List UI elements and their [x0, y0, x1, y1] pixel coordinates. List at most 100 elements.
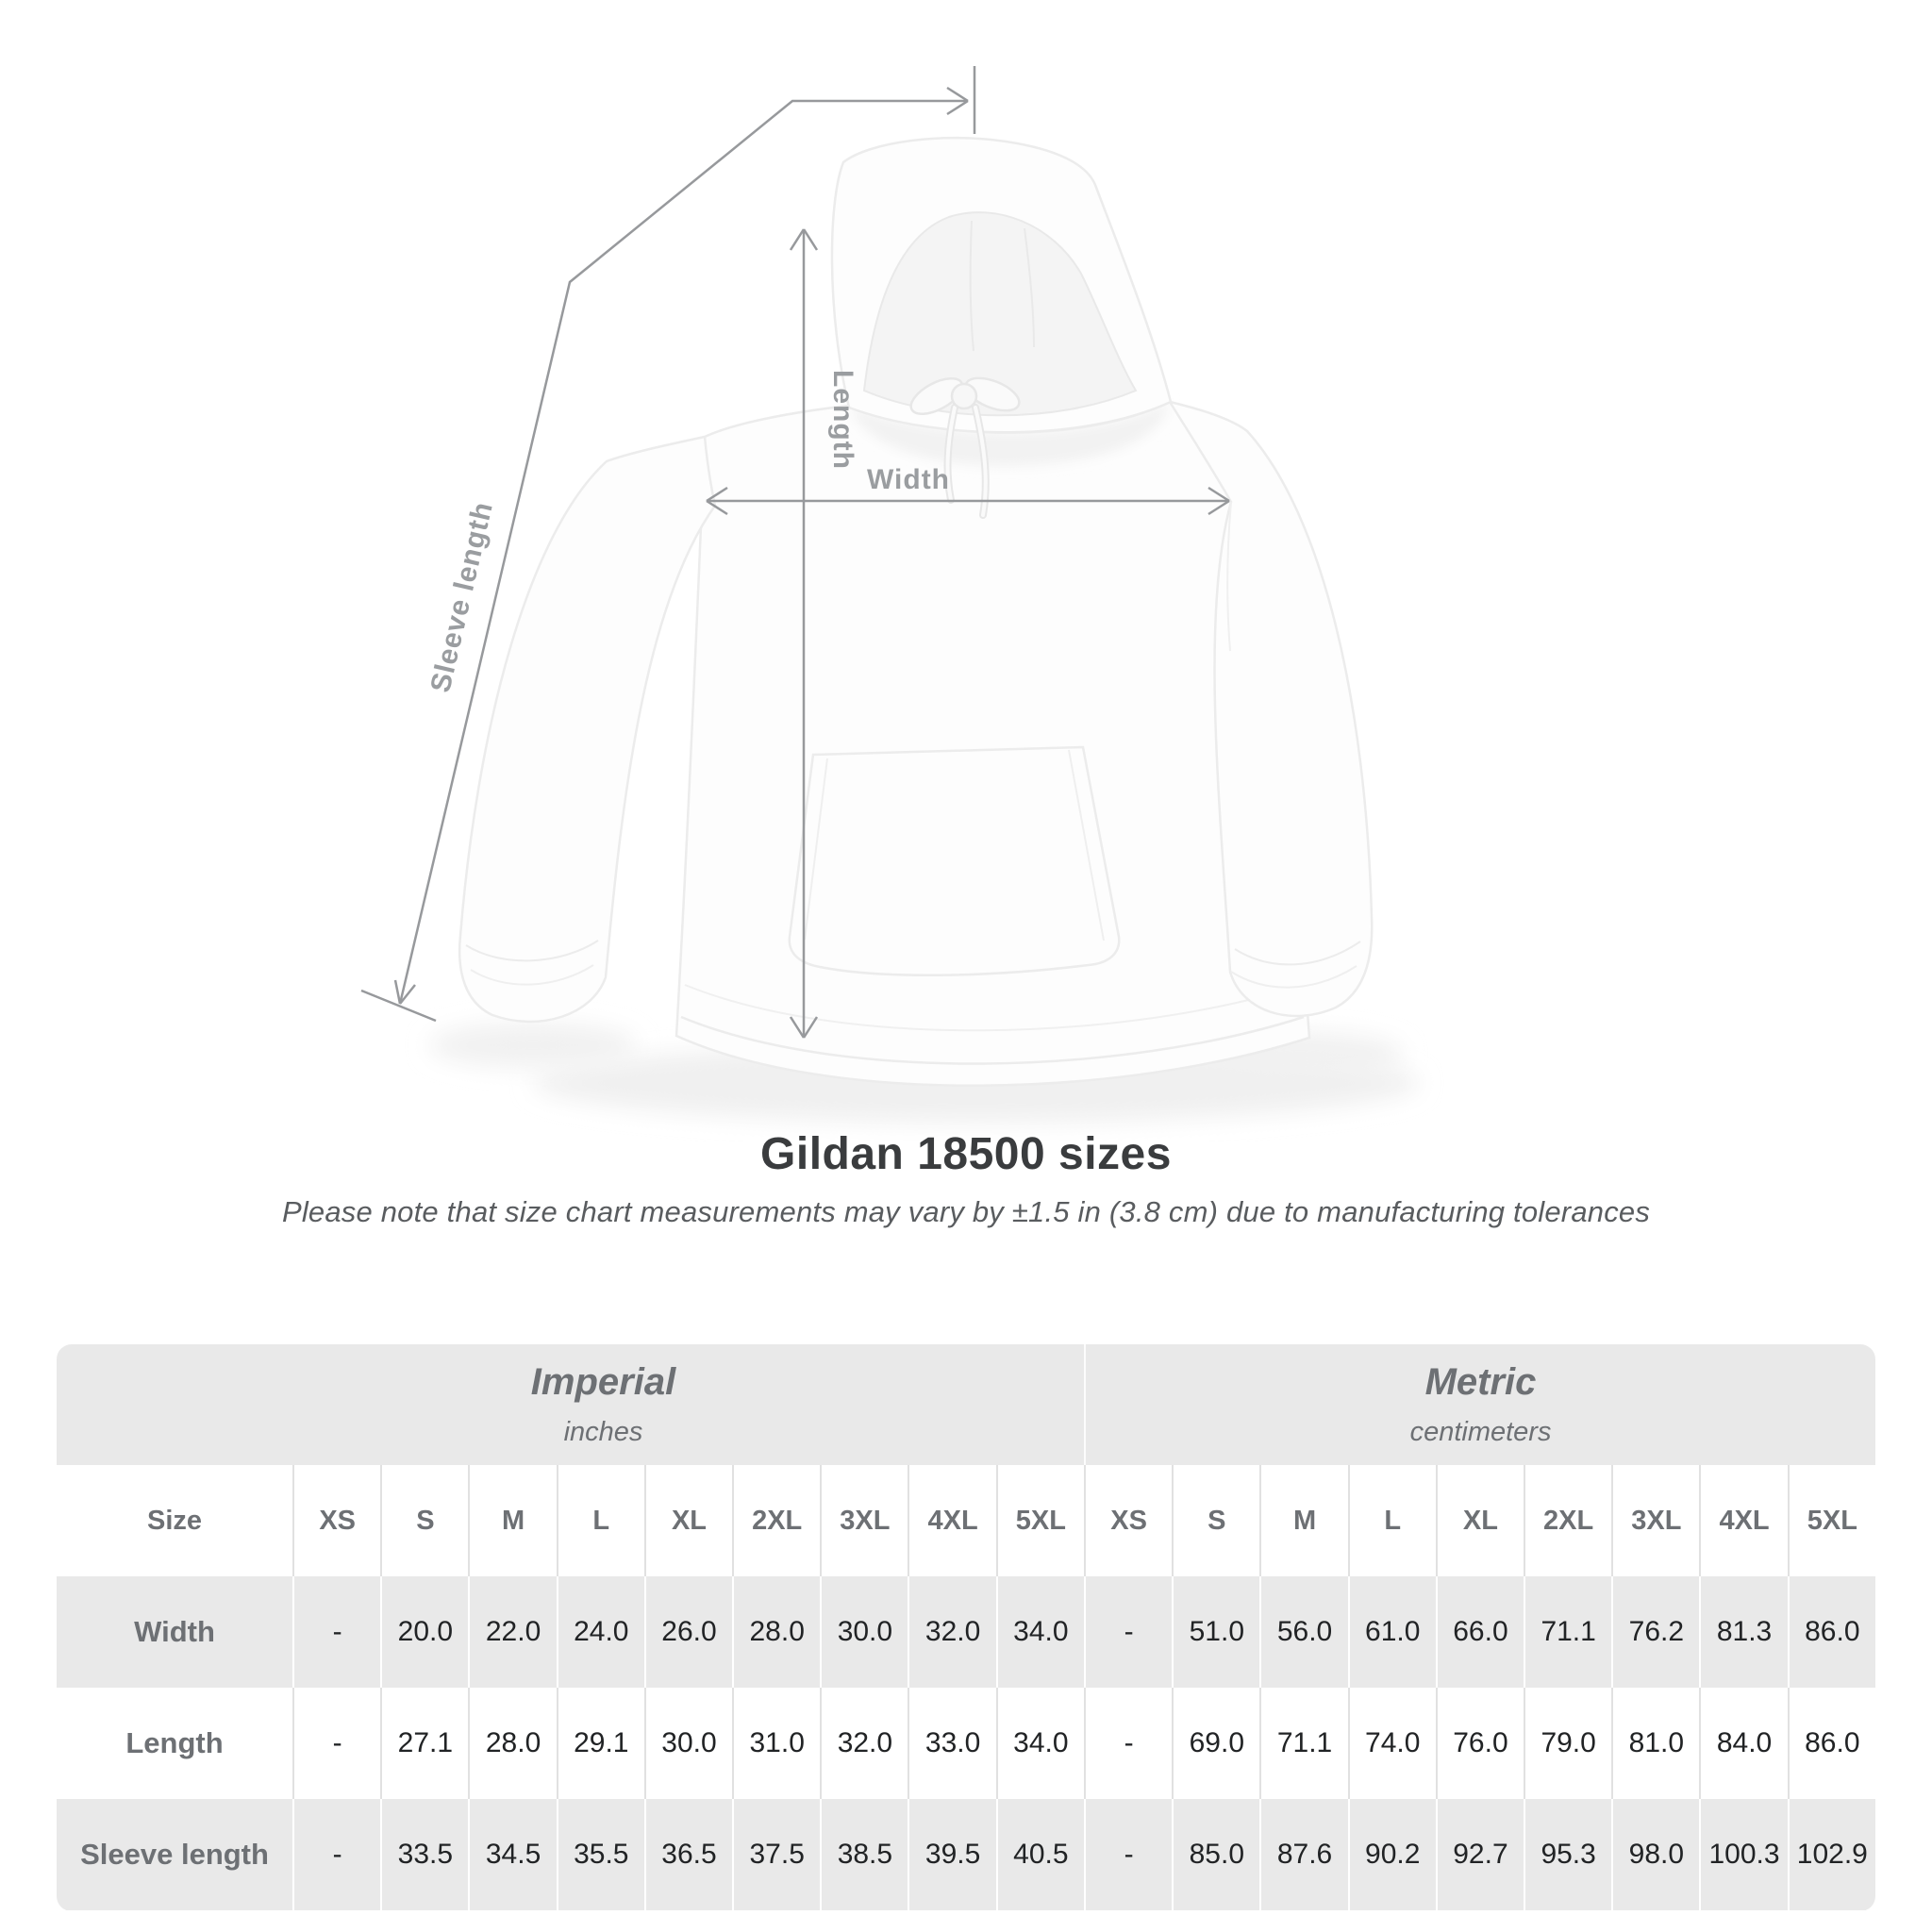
width-line	[706, 486, 1230, 516]
length-metric-s: 69.0	[1172, 1688, 1260, 1799]
col-header-imperial-m: M	[468, 1465, 557, 1576]
length-imperial-xl: 30.0	[643, 1688, 733, 1799]
length-imperial-4xl: 33.0	[908, 1688, 996, 1799]
imperial-section-header: Imperial inches	[57, 1344, 1085, 1465]
width-metric-m: 56.0	[1259, 1576, 1348, 1688]
width-imperial-s: 20.0	[380, 1576, 469, 1688]
length-imperial-5xl: 34.0	[995, 1688, 1085, 1799]
metric-section-header: Metric centimeters	[1084, 1344, 1875, 1465]
size-table: Imperial inches Metric centimeters Size …	[57, 1344, 1875, 1911]
measurement-annotations	[360, 66, 1230, 1039]
width-metric-5xl: 86.0	[1787, 1576, 1875, 1688]
sleeve-metric-5xl: 102.9	[1787, 1799, 1875, 1910]
col-header-metric-2xl: 2XL	[1524, 1465, 1612, 1576]
metric-unit: centimeters	[1409, 1417, 1552, 1447]
length-metric-2xl: 79.0	[1524, 1688, 1612, 1799]
col-header-metric-m: M	[1259, 1465, 1348, 1576]
sleeve-metric-m: 87.6	[1259, 1799, 1348, 1910]
sleeve-imperial-5xl: 40.5	[995, 1799, 1085, 1910]
width-imperial-2xl: 28.0	[732, 1576, 821, 1688]
col-header-metric-4xl: 4XL	[1699, 1465, 1788, 1576]
col-header-metric-l: L	[1347, 1465, 1436, 1576]
width-imperial-l: 24.0	[556, 1576, 644, 1688]
col-header-imperial-2xl: 2XL	[732, 1465, 821, 1576]
sleeve-imperial-2xl: 37.5	[732, 1799, 821, 1910]
sleeve-imperial-l: 35.5	[556, 1799, 644, 1910]
hoodie-product-figure: Sleeve length Length Width	[360, 66, 1420, 1123]
width-imperial-4xl: 32.0	[908, 1576, 996, 1688]
col-header-imperial-xs: XS	[292, 1465, 381, 1576]
hoodie-image	[429, 136, 1420, 1123]
col-header-imperial-l: L	[556, 1465, 644, 1576]
length-label: Length	[827, 370, 858, 470]
drawstring	[909, 376, 1021, 519]
imperial-unit: inches	[563, 1417, 643, 1447]
metric-title: Metric	[1424, 1361, 1537, 1403]
page-title: Gildan 18500 sizes	[760, 1129, 1172, 1179]
width-imperial-xs: -	[292, 1576, 381, 1688]
row-label-width: Width	[57, 1576, 293, 1688]
width-imperial-m: 22.0	[468, 1576, 557, 1688]
col-header-metric-s: S	[1172, 1465, 1260, 1576]
width-label: Width	[867, 464, 950, 495]
col-header-metric-xl: XL	[1435, 1465, 1524, 1576]
col-header-metric-3xl: 3XL	[1611, 1465, 1700, 1576]
table-row-width: Width - 20.0 22.0 24.0 26.0 28.0 30.0 32…	[57, 1576, 1875, 1688]
length-imperial-l: 29.1	[556, 1688, 644, 1799]
row-label-sleeve-length: Sleeve length	[57, 1799, 293, 1910]
imperial-title: Imperial	[530, 1361, 676, 1403]
sleeve-imperial-3xl: 38.5	[820, 1799, 908, 1910]
sleeve-metric-3xl: 98.0	[1611, 1799, 1700, 1910]
length-metric-4xl: 84.0	[1699, 1688, 1788, 1799]
sleeve-imperial-m: 34.5	[468, 1799, 557, 1910]
sleeve-imperial-4xl: 39.5	[908, 1799, 996, 1910]
sleeve-length-label: Sleeve length	[425, 499, 499, 696]
length-imperial-xs: -	[292, 1688, 381, 1799]
sleeve-imperial-xl: 36.5	[643, 1799, 733, 1910]
size-column-header: Size	[57, 1465, 293, 1576]
length-metric-l: 74.0	[1347, 1688, 1436, 1799]
sleeve-metric-s: 85.0	[1172, 1799, 1260, 1910]
tolerance-note: Please note that size chart measurements…	[281, 1195, 1651, 1228]
size-header-row: Size XS S M L XL 2XL 3XL 4XL 5XL XS S M …	[57, 1465, 1875, 1576]
col-header-metric-xs: XS	[1084, 1465, 1173, 1576]
width-metric-3xl: 76.2	[1611, 1576, 1700, 1688]
table-row-length: Length - 27.1 28.0 29.1 30.0 31.0 32.0 3…	[57, 1688, 1875, 1799]
sleeve-metric-4xl: 100.3	[1699, 1799, 1788, 1910]
width-metric-4xl: 81.3	[1699, 1576, 1788, 1688]
width-metric-l: 61.0	[1347, 1576, 1436, 1688]
sleeve-metric-xs: -	[1084, 1799, 1173, 1910]
col-header-imperial-3xl: 3XL	[820, 1465, 908, 1576]
sleeve-metric-2xl: 95.3	[1524, 1799, 1612, 1910]
width-imperial-3xl: 30.0	[820, 1576, 908, 1688]
length-metric-3xl: 81.0	[1611, 1688, 1700, 1799]
col-header-imperial-xl: XL	[643, 1465, 733, 1576]
length-metric-m: 71.1	[1259, 1688, 1348, 1799]
col-header-imperial-4xl: 4XL	[908, 1465, 996, 1576]
sleeve-metric-xl: 92.7	[1435, 1799, 1524, 1910]
width-metric-xs: -	[1084, 1576, 1173, 1688]
width-imperial-xl: 26.0	[643, 1576, 733, 1688]
sleeve-metric-l: 90.2	[1347, 1799, 1436, 1910]
title-block: Gildan 18500 sizes Please note that size…	[0, 1128, 1932, 1229]
length-imperial-s: 27.1	[380, 1688, 469, 1799]
length-metric-xs: -	[1084, 1688, 1173, 1799]
unit-band-row: Imperial inches Metric centimeters	[57, 1344, 1875, 1465]
length-line	[789, 228, 819, 1039]
sleeve-length-line	[360, 66, 976, 1023]
length-imperial-m: 28.0	[468, 1688, 557, 1799]
col-header-metric-5xl: 5XL	[1787, 1465, 1875, 1576]
width-metric-2xl: 71.1	[1524, 1576, 1612, 1688]
sleeve-imperial-s: 33.5	[380, 1799, 469, 1910]
col-header-imperial-5xl: 5XL	[995, 1465, 1085, 1576]
length-metric-5xl: 86.0	[1787, 1688, 1875, 1799]
width-imperial-5xl: 34.0	[995, 1576, 1085, 1688]
width-metric-s: 51.0	[1172, 1576, 1260, 1688]
length-imperial-2xl: 31.0	[732, 1688, 821, 1799]
col-header-imperial-s: S	[380, 1465, 469, 1576]
table-row-sleeve-length: Sleeve length - 33.5 34.5 35.5 36.5 37.5…	[57, 1799, 1875, 1910]
width-metric-xl: 66.0	[1435, 1576, 1524, 1688]
sleeve-imperial-xs: -	[292, 1799, 381, 1910]
row-label-length: Length	[57, 1688, 293, 1799]
